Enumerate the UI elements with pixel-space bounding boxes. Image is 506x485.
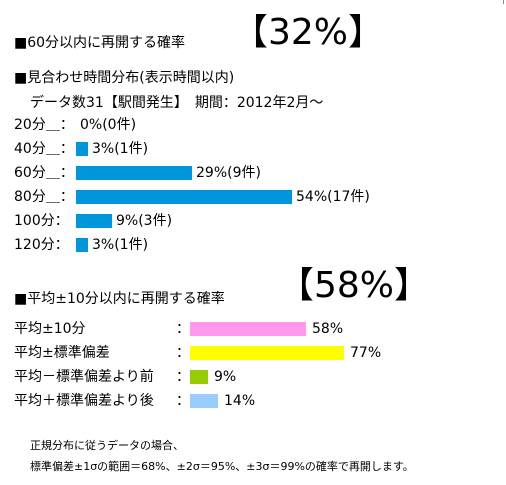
bar (76, 214, 112, 228)
category-label: 20分＿： (14, 117, 74, 133)
distribution-subtitle: データ数31【駅間発生】 期間：2012年2月～ (30, 95, 324, 111)
category-label: 平均＋標準偏差より後 (14, 393, 154, 409)
value-label: 9% (214, 369, 237, 385)
value-label: 58% (312, 321, 344, 337)
separator: ： (176, 321, 190, 337)
corner-tick-mark (503, 0, 504, 4)
reopen-avg10-probability: 【58%】 (278, 265, 431, 306)
reopen-60min-label: ■60分以内に再開する確率 (14, 35, 186, 51)
category-label: 40分＿： (14, 141, 74, 157)
value-label: 3%(1件) (92, 141, 149, 157)
reopen-avg10-label: ■平均±10分以内に再開する確率 (14, 291, 225, 307)
category-label: 80分＿： (14, 189, 74, 205)
reopen-60min-probability: 【32%】 (232, 12, 385, 53)
category-label: 120分： (14, 237, 69, 253)
bar (190, 346, 344, 360)
value-label: 29%(9件) (196, 165, 261, 181)
distribution-section-label: ■見合わせ時間分布(表示時間以内) (14, 70, 235, 86)
category-label: 平均±標準偏差 (14, 345, 110, 361)
value-label: 3%(1件) (92, 237, 149, 253)
value-label: 0%(0件) (80, 117, 137, 133)
category-label: 100分： (14, 213, 69, 229)
separator: ： (176, 345, 190, 361)
separator: ： (176, 369, 190, 385)
bar (76, 142, 88, 156)
bar (190, 394, 218, 408)
value-label: 14% (224, 393, 256, 409)
bar (76, 238, 88, 252)
value-label: 54%(17件) (296, 189, 370, 205)
category-label: 平均±10分 (14, 321, 86, 337)
bar (190, 322, 306, 336)
bar (76, 190, 292, 204)
bar (76, 166, 192, 180)
value-label: 9%(3件) (116, 213, 173, 229)
category-label: 60分＿： (14, 165, 74, 181)
note-line-1: 正規分布に従うデータの場合、 (30, 439, 184, 452)
bar (190, 370, 208, 384)
note-line-2: 標準偏差±1σの範囲＝68%、±2σ＝95%、±3σ＝99%の確率で再開します。 (30, 460, 414, 473)
value-label: 77% (350, 345, 382, 361)
category-label: 平均－標準偏差より前 (14, 369, 154, 385)
separator: ： (176, 393, 190, 409)
